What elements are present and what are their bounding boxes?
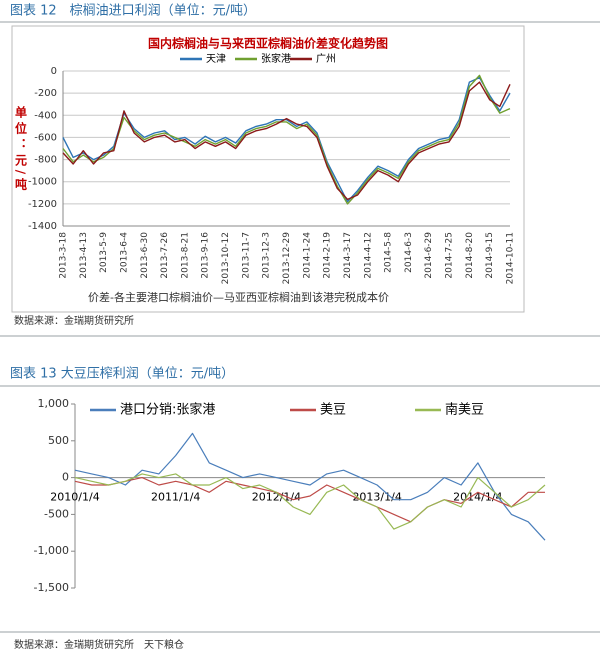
x-tick-label: 2013-12-3 [262, 232, 272, 279]
line [62, 76, 511, 203]
x-tick-label: 2012/1/4 [252, 491, 301, 504]
legend-label: 美豆 [320, 403, 346, 418]
x-tick-label: 2013-8-21 [180, 232, 190, 279]
source: 数据来源：金瑞期货研究所 [14, 314, 134, 327]
x-tick-label: 2013-9-16 [201, 232, 211, 279]
x-tick-label: 2013-4-13 [79, 232, 89, 279]
legend-label: 广州 [316, 53, 336, 65]
y-tick-label: -1400 [28, 221, 57, 232]
x-tick-label: 2013-11-7 [241, 232, 251, 279]
y-tick-label: -1,000 [34, 544, 69, 557]
x-tick-label: 2013-12-29 [282, 232, 292, 285]
x-tick-label: 2014-8-20 [465, 232, 475, 279]
chart-frame [11, 25, 525, 313]
x-tick-label: 2011/1/4 [151, 491, 200, 504]
y-axis-label: 单位：元/吨 [14, 104, 28, 194]
x-tick-label: 2014-6-3 [404, 232, 414, 273]
y-tick-label: -500 [44, 507, 69, 520]
line [62, 74, 511, 205]
y-tick-label: 0 [51, 66, 57, 77]
x-tick-label: 2014-5-8 [384, 232, 394, 273]
figure-heading: 图表 13 大豆压榨利润（单位：元/吨） [10, 366, 234, 382]
y-tick-label: -1200 [28, 199, 57, 210]
y-tick-label: 0 [62, 471, 69, 484]
y-tick-label: 500 [48, 434, 69, 447]
y-tick-label: -800 [34, 155, 57, 166]
x-tick-label: 2014-1-24 [302, 232, 312, 279]
y-tick-label: -200 [34, 88, 57, 99]
legend-label: 张家港 [261, 52, 291, 65]
x-tick-label: 2013-3-18 [59, 232, 69, 279]
x-tick-label: 2014-3-17 [343, 232, 353, 279]
legend-label: 天津 [206, 53, 226, 65]
x-tick-label: 2014-7-25 [445, 232, 455, 279]
figure-heading: 图表 12 棕榈油进口利润（单位：元/吨） [10, 4, 256, 19]
y-tick-label: -1,500 [34, 581, 69, 594]
y-tick-label: -400 [34, 110, 57, 121]
legend-label: 南美豆 [445, 402, 484, 418]
note: 价差-各主要港口棕榈油价—马亚西亚棕榈油到该港完税成本价 [88, 290, 389, 304]
source: 数据来源：金瑞期货研究所 天下粮仓 [14, 638, 184, 651]
x-tick-label: 2013-6-30 [140, 232, 150, 279]
y-tick-label: 1,000 [38, 397, 70, 410]
x-tick-label: 2014-2-19 [323, 232, 333, 279]
x-tick-label: 2010/1/4 [50, 491, 99, 504]
x-tick-label: 2014-10-11 [506, 232, 516, 284]
y-tick-label: -600 [34, 132, 57, 143]
x-tick-label: 2013/1/4 [352, 491, 401, 504]
x-tick-label: 2013-10-12 [221, 232, 231, 284]
x-tick-label: 2014-9-15 [485, 232, 495, 279]
legend-label: 港口分销:张家港 [120, 402, 215, 418]
x-tick-label: 2013-6-4 [119, 232, 129, 273]
chart-title: 国内棕榈油与马来西亚棕榈油价差变化趋势图 [148, 36, 388, 51]
x-tick-label: 2014-4-12 [363, 232, 373, 279]
x-tick-label: 2014-6-29 [424, 232, 434, 279]
line [74, 432, 546, 541]
line [74, 473, 546, 530]
y-tick-label: -1000 [28, 177, 57, 188]
line [62, 81, 511, 201]
x-tick-label: 2013-5-9 [99, 232, 109, 273]
x-tick-label: 2013-7-26 [160, 232, 170, 279]
line [74, 477, 545, 523]
